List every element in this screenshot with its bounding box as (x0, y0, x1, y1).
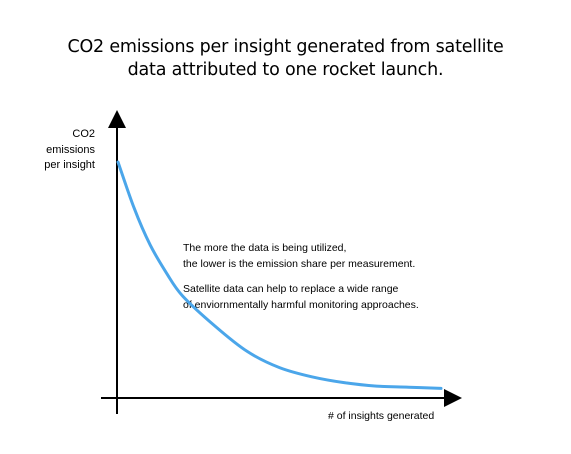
annotation-replacement: Satellite data can help to replace a wid… (183, 281, 419, 313)
series-line-0 (116, 160, 443, 390)
chart-title-line-1: CO2 emissions per insight generated from… (67, 37, 504, 57)
y-axis-label-line-2: emissions (46, 143, 95, 156)
chart-title-line-2: data attributed to one rocket launch. (127, 60, 444, 80)
y-axis-label-line-1: CO2 (72, 128, 95, 140)
annotation-replacement-line-2: of enviornmentally harmful monitoring ap… (183, 299, 419, 311)
series-layer (116, 160, 443, 390)
y-axis-label: CO2 emissions per insight (44, 127, 95, 174)
x-axis-arrowhead (444, 389, 462, 407)
annotation-utilization: The more the data is being utilized, the… (183, 240, 415, 272)
chart-title: CO2 emissions per insight generated from… (0, 36, 571, 82)
annotation-utilization-line-1: The more the data is being utilized, (183, 242, 347, 254)
annotation-replacement-line-1: Satellite data can help to replace a wid… (183, 283, 399, 295)
x-axis-label: # of insights generated (328, 410, 435, 422)
y-axis-arrowhead (108, 110, 126, 128)
y-axis-label-line-3: per insight (44, 159, 95, 171)
annotation-utilization-line-2: the lower is the emission share per meas… (183, 258, 416, 270)
